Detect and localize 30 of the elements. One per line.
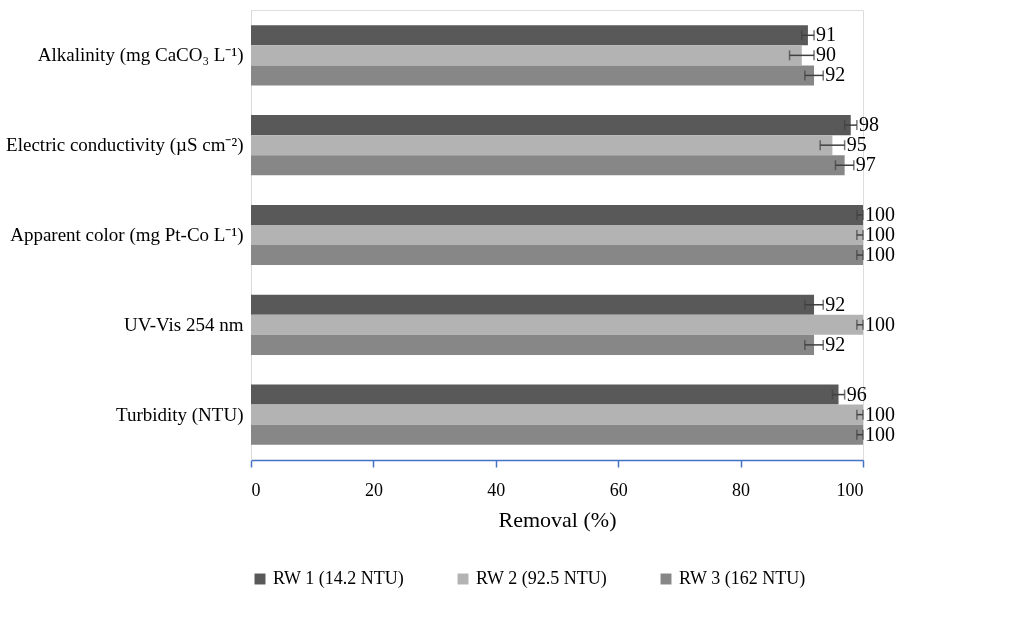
x-tick-label: 40 [487,479,506,500]
data-label: 92 [825,63,846,86]
x-tick-label: 60 [609,479,628,500]
legend-label: RW 1 (14.2 NTU) [273,568,404,589]
y-tick-label: Turbidity (NTU) [115,403,244,426]
legend-label: RW 2 (92.5 NTU) [476,568,607,589]
data-label: 100 [865,223,895,245]
data-label: 91 [816,23,837,46]
data-label: 100 [865,202,895,225]
y-tick-label: UV-Vis 254 nm [123,313,244,335]
data-label: 100 [865,312,895,335]
x-tick-label: 0 [251,479,261,500]
x-tick-label: 80 [732,479,751,500]
data-label: 100 [865,422,895,445]
data-label: 96 [846,382,867,405]
x-tick-label: 100 [836,479,864,500]
legend-label: RW 3 (162 NTU) [679,568,806,589]
y-tick-label: Electric conductivity (µS cm⁻²) [6,134,244,157]
x-tick-label: 20 [364,479,383,500]
data-label: 100 [865,402,895,425]
y-tick-label: Apparent color (mg Pt-Co L⁻¹) [10,224,244,246]
data-label: 92 [825,292,846,315]
x-axis-title: Removal (%) [498,506,617,532]
data-label: 97 [855,153,876,176]
data-label: 95 [846,133,867,156]
data-label: 90 [816,43,837,66]
data-label: 92 [825,332,846,355]
data-label: 98 [858,113,879,136]
y-tick-label: Alkalinity (mg CaCO₃ L⁻¹) [37,44,244,67]
data-label: 100 [865,243,895,266]
